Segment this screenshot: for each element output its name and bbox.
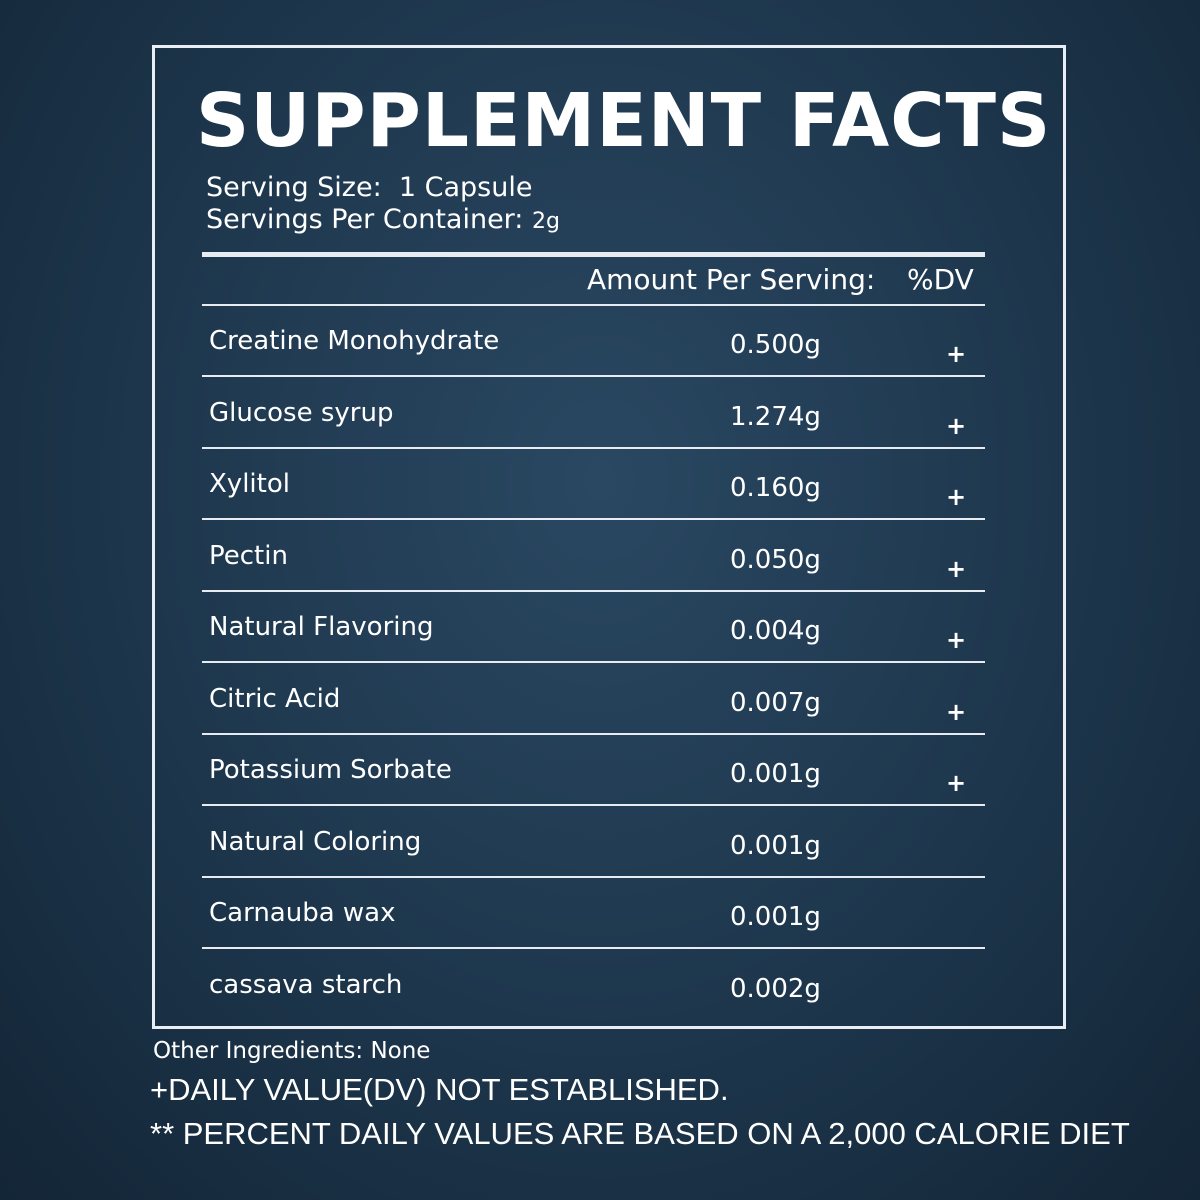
amount: 0.007g	[730, 687, 821, 718]
column-header: Amount Per Serving:	[587, 263, 876, 296]
amount: 0.001g	[730, 830, 821, 861]
amount: 0.500g	[730, 330, 821, 360]
ingredient-name: Creatine Monohydrate	[209, 326, 500, 356]
value: 1 Capsule	[398, 172, 533, 203]
note: +DAILY VALUE(DV) NOT ESTABLISHED.	[150, 1072, 729, 1107]
ingredient-name: Natural Flavoring	[209, 612, 434, 642]
row-rule	[202, 446, 985, 449]
title: SUPPLEMENT FACTS	[196, 78, 1052, 164]
amount: 0.160g	[730, 473, 821, 503]
amount: 0.004g	[730, 616, 821, 646]
servings: Servings Per Container: 2g	[206, 204, 560, 235]
amount: 0.001g	[730, 759, 821, 789]
column-header: %DV	[907, 263, 974, 296]
amount: 0.001g	[730, 902, 821, 932]
amount: 1.274g	[730, 401, 821, 432]
ingredient-name: Potassium Sorbate	[209, 755, 452, 785]
row-rule	[202, 589, 985, 592]
label: Servings Per Container:	[206, 204, 524, 235]
note: ** PERCENT DAILY VALUES ARE BASED ON A 2…	[150, 1116, 1130, 1151]
row-rule	[202, 875, 985, 878]
dv: +	[946, 626, 967, 654]
dv: +	[946, 411, 967, 440]
ingredient-name: Glucose syrup	[209, 397, 394, 428]
dv: +	[946, 554, 967, 583]
rule	[202, 304, 985, 306]
ingredient-name: Natural Coloring	[209, 826, 422, 857]
row-rule	[202, 732, 985, 735]
rule	[202, 252, 985, 257]
ingredient-name: Xylitol	[209, 469, 290, 499]
amount: 0.050g	[730, 544, 821, 575]
ingredient-name: cassava starch	[209, 969, 403, 1000]
facts-box	[152, 45, 1066, 1029]
row-rule	[202, 661, 985, 663]
row-rule	[202, 518, 985, 520]
dv: +	[946, 697, 967, 726]
ingredient-name: Citric Acid	[209, 683, 341, 714]
dv: +	[946, 340, 967, 368]
label: Serving Size:	[206, 172, 382, 203]
value: 2g	[532, 209, 560, 234]
row-rule	[202, 375, 985, 377]
amount: 0.002g	[730, 973, 821, 1004]
dv: +	[946, 769, 967, 797]
serving-size: Serving Size: 1 Capsule	[206, 172, 532, 203]
ingredient-name: Pectin	[209, 540, 288, 571]
dv: +	[946, 483, 967, 511]
row-rule	[202, 947, 985, 949]
ingredient-name: Carnauba wax	[209, 898, 396, 928]
other-ingredients: Other Ingredients: None	[153, 1038, 431, 1064]
row-rule	[202, 804, 985, 806]
